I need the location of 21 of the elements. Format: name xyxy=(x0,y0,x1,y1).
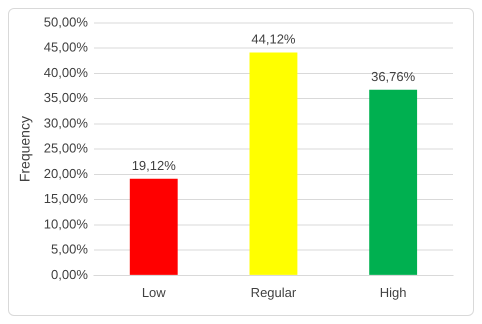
y-tick-label: 45,00% xyxy=(44,40,88,55)
y-tick-label: 10,00% xyxy=(44,216,88,232)
y-tick-label: 15,00% xyxy=(44,191,88,206)
data-label: 19,12% xyxy=(132,158,176,173)
y-tick-label: 25,00% xyxy=(44,140,88,156)
y-tick-label: 20,00% xyxy=(44,166,88,181)
y-tick-label: 0,00% xyxy=(51,266,88,282)
y-tick-label: 35,00% xyxy=(44,90,88,106)
y-tick-label: 50,00% xyxy=(44,14,88,30)
y-axis-title: Frequency xyxy=(16,116,32,182)
data-label: 44,12% xyxy=(251,32,296,47)
bar xyxy=(369,90,418,275)
bar xyxy=(130,178,178,275)
y-tick-label: 30,00% xyxy=(44,115,88,130)
bar xyxy=(250,52,298,275)
x-tick-label: High xyxy=(380,284,407,300)
data-label: 36,76% xyxy=(371,68,416,84)
x-tick-label: Regular xyxy=(250,284,297,300)
y-tick-label: 40,00% xyxy=(44,64,88,80)
y-tick-label: 5,00% xyxy=(51,242,88,257)
x-tick-label: Low xyxy=(142,284,166,300)
